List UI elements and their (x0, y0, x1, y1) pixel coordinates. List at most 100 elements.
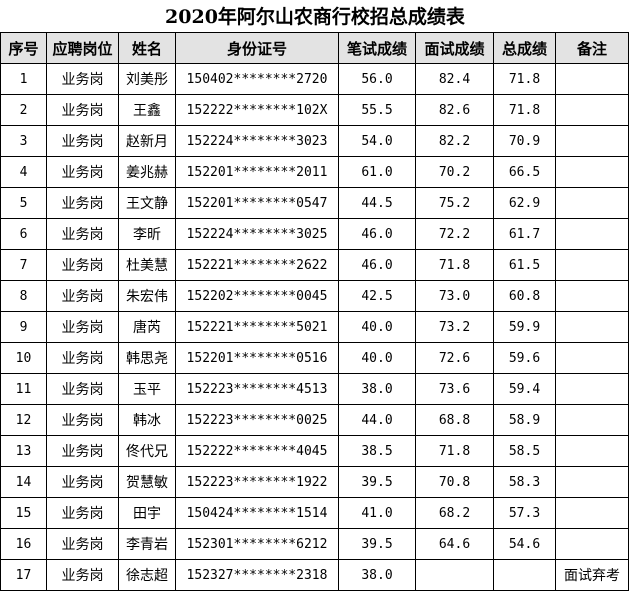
cell-position: 业务岗 (46, 280, 119, 312)
cell-interview-score: 73.6 (415, 373, 494, 405)
cell-position: 业务岗 (46, 497, 119, 529)
cell-total-score: 61.7 (493, 218, 556, 250)
cell-interview-score: 82.4 (415, 63, 494, 95)
cell-position: 业务岗 (46, 528, 119, 560)
cell-written-score: 40.0 (338, 311, 416, 343)
cell-written-score: 39.5 (338, 466, 416, 498)
cell-id-number: 152222********4045 (175, 435, 339, 467)
cell-total-score: 58.5 (493, 435, 556, 467)
cell-index: 16 (0, 528, 47, 560)
cell-remark (555, 342, 629, 374)
cell-position: 业务岗 (46, 311, 119, 343)
table-row: 10 业务岗 韩思尧 152201********0516 40.0 72.6 59.6 (0, 342, 629, 374)
table-row: 7 业务岗 杜美慧 152221********2622 46.0 71.8 61.5 (0, 249, 629, 281)
cell-index: 6 (0, 218, 47, 250)
cell-written-score: 38.0 (338, 559, 416, 591)
cell-position: 业务岗 (46, 373, 119, 405)
table-row: 5 业务岗 王文静 152201********0547 44.5 75.2 62.9 (0, 187, 629, 219)
cell-interview-score: 70.8 (415, 466, 494, 498)
cell-id-number: 152223********1922 (175, 466, 339, 498)
cell-index: 5 (0, 187, 47, 219)
cell-name: 徐志超 (118, 559, 176, 591)
cell-remark (555, 187, 629, 219)
table-row: 9 业务岗 唐芮 152221********5021 40.0 73.2 59.9 (0, 311, 629, 343)
cell-position: 业务岗 (46, 125, 119, 157)
cell-written-score: 46.0 (338, 218, 416, 250)
table-row: 6 业务岗 李昕 152224********3025 46.0 72.2 61.7 (0, 218, 629, 250)
cell-remark (555, 249, 629, 281)
cell-position: 业务岗 (46, 218, 119, 250)
cell-remark (555, 311, 629, 343)
table-row: 1 业务岗 刘美彤 150402********2720 56.0 82.4 71.8 (0, 63, 629, 95)
cell-total-score (493, 559, 556, 591)
cell-index: 2 (0, 94, 47, 126)
cell-interview-score: 75.2 (415, 187, 494, 219)
cell-id-number: 152222********102X (175, 94, 339, 126)
header-name: 姓名 (118, 32, 176, 64)
cell-position: 业务岗 (46, 466, 119, 498)
cell-written-score: 55.5 (338, 94, 416, 126)
cell-position: 业务岗 (46, 435, 119, 467)
header-total-score: 总成绩 (493, 32, 556, 64)
cell-written-score: 44.0 (338, 404, 416, 436)
cell-written-score: 61.0 (338, 156, 416, 188)
cell-interview-score: 64.6 (415, 528, 494, 560)
cell-index: 1 (0, 63, 47, 95)
cell-written-score: 39.5 (338, 528, 416, 560)
cell-remark (555, 528, 629, 560)
score-table: 序号 应聘岗位 姓名 身份证号 笔试成绩 面试成绩 总成绩 备注 1 业务岗 刘美彤 150402*… (0, 32, 629, 591)
table-row: 4 业务岗 姜兆赫 152201********2011 61.0 70.2 66.5 (0, 156, 629, 188)
cell-index: 12 (0, 404, 47, 436)
cell-written-score: 42.5 (338, 280, 416, 312)
header-id-number: 身份证号 (175, 32, 339, 64)
table-row: 12 业务岗 韩冰 152223********0025 44.0 68.8 58.9 (0, 404, 629, 436)
table-row: 13 业务岗 佟代兄 152222********4045 38.5 71.8 58.5 (0, 435, 629, 467)
cell-id-number: 152221********2622 (175, 249, 339, 281)
cell-total-score: 62.9 (493, 187, 556, 219)
table-title: 2020年阿尔山农商行校招总成绩表 (165, 6, 465, 28)
cell-interview-score: 68.8 (415, 404, 494, 436)
header-remark: 备注 (555, 32, 629, 64)
cell-name: 韩冰 (118, 404, 176, 436)
cell-total-score: 66.5 (493, 156, 556, 188)
cell-index: 3 (0, 125, 47, 157)
header-position: 应聘岗位 (46, 32, 119, 64)
cell-id-number: 152201********2011 (175, 156, 339, 188)
header-written-score: 笔试成绩 (338, 32, 416, 64)
cell-position: 业务岗 (46, 187, 119, 219)
cell-name: 韩思尧 (118, 342, 176, 374)
header-index: 序号 (0, 32, 47, 64)
cell-written-score: 41.0 (338, 497, 416, 529)
cell-id-number: 152221********5021 (175, 311, 339, 343)
cell-interview-score: 71.8 (415, 249, 494, 281)
cell-total-score: 71.8 (493, 94, 556, 126)
cell-remark (555, 63, 629, 95)
cell-total-score: 54.6 (493, 528, 556, 560)
cell-interview-score: 71.8 (415, 435, 494, 467)
cell-name: 姜兆赫 (118, 156, 176, 188)
cell-interview-score: 82.6 (415, 94, 494, 126)
cell-interview-score: 70.2 (415, 156, 494, 188)
cell-id-number: 152327********2318 (175, 559, 339, 591)
cell-remark (555, 125, 629, 157)
cell-total-score: 60.8 (493, 280, 556, 312)
cell-position: 业务岗 (46, 63, 119, 95)
cell-remark (555, 466, 629, 498)
cell-total-score: 59.6 (493, 342, 556, 374)
cell-written-score: 54.0 (338, 125, 416, 157)
cell-index: 14 (0, 466, 47, 498)
cell-total-score: 59.4 (493, 373, 556, 405)
cell-position: 业务岗 (46, 94, 119, 126)
cell-written-score: 38.0 (338, 373, 416, 405)
header-row: 序号 应聘岗位 姓名 身份证号 笔试成绩 面试成绩 总成绩 备注 (0, 32, 629, 64)
cell-remark (555, 156, 629, 188)
cell-name: 唐芮 (118, 311, 176, 343)
cell-written-score: 56.0 (338, 63, 416, 95)
table-row: 2 业务岗 王鑫 152222********102X 55.5 82.6 71.8 (0, 94, 629, 126)
cell-name: 刘美彤 (118, 63, 176, 95)
cell-name: 杜美慧 (118, 249, 176, 281)
header-interview-score: 面试成绩 (415, 32, 494, 64)
cell-id-number: 152223********0025 (175, 404, 339, 436)
cell-total-score: 58.3 (493, 466, 556, 498)
cell-total-score: 58.9 (493, 404, 556, 436)
